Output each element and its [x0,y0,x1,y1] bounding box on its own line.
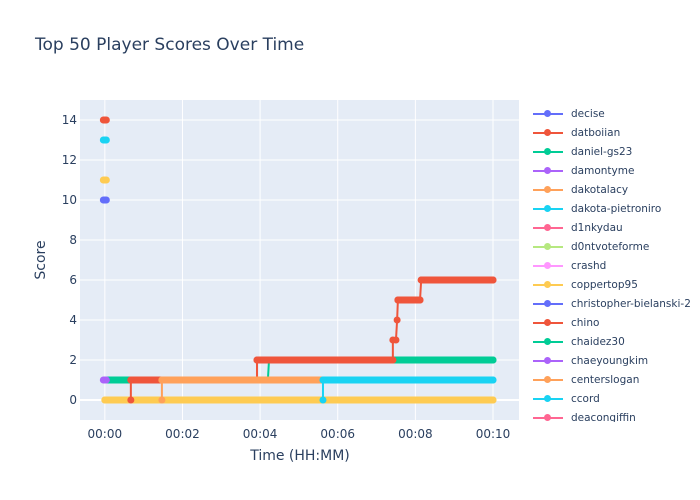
data-point [489,276,497,284]
legend-line-marker-icon [533,394,563,404]
legend-line-marker-icon [533,299,563,309]
y-tick-label: 8 [69,233,77,247]
x-tick-label: 00:06 [320,427,355,441]
legend-label: christopher-bielanski-2 [571,297,691,310]
data-point [489,396,497,404]
legend-label: chaeyoungkim [571,354,649,367]
legend-line-marker-icon [533,375,563,385]
data-point [158,396,166,404]
x-tick-label: 00:04 [243,427,278,441]
x-tick-label: 00:00 [88,427,123,441]
legend-item[interactable]: dakotalacy [530,180,700,199]
legend-line-marker-icon [533,413,563,423]
legend-line-marker-icon [533,109,563,119]
y-tick-label: 6 [69,273,77,287]
y-tick-label: 14 [62,113,77,127]
legend-line-marker-icon [533,318,563,328]
data-point [389,356,397,364]
legend-item[interactable]: datboiian [530,123,700,142]
series-coppertop95 [101,396,497,404]
legend-item[interactable]: centerslogan [530,370,700,389]
series-ccord [319,376,497,404]
legend-line-marker-icon [533,147,563,157]
data-point [319,376,327,384]
data-point [253,356,261,364]
legend-label: chaidez30 [571,335,625,348]
legend-label: ccord [571,392,600,405]
data-point [101,396,109,404]
legend-line-marker-icon [533,337,563,347]
legend-item[interactable]: chaidez30 [530,332,700,351]
data-point [127,376,135,384]
x-tick-label: 00:02 [165,427,200,441]
x-tick-label: 00:10 [476,427,511,441]
data-point [394,296,402,304]
legend-line-marker-icon [533,185,563,195]
legend-label: daniel-gs23 [571,145,633,158]
legend-item[interactable]: decise [530,104,700,123]
data-point [416,296,424,304]
data-point [319,396,327,404]
y-tick-label: 2 [69,353,77,367]
data-point [127,396,135,404]
legend-item[interactable]: crashd [530,256,700,275]
legend-label: chino [571,316,600,329]
legend-item[interactable]: dakota-pietroniro [530,199,700,218]
legend[interactable]: decise datboiian daniel-gs23 damontyme dakot… [530,104,700,422]
legend-label: datboiian [571,126,621,139]
legend-line-marker-icon [533,242,563,252]
legend-item[interactable]: ccord [530,389,700,408]
y-tick-label: 4 [69,313,77,327]
legend-item[interactable]: damontyme [530,161,700,180]
y-tick-label: 12 [62,153,77,167]
legend-label: crashd [571,259,607,272]
legend-item[interactable]: chaeyoungkim [530,351,700,370]
legend-label: d0ntvoteforme [571,240,650,253]
legend-item[interactable]: coppertop95 [530,275,700,294]
chart-title: Top 50 Player Scores Over Time [34,35,304,55]
legend-item[interactable]: christopher-bielanski-2 [530,294,700,313]
legend-label: d1nkydau [571,221,623,234]
x-tick-label: 00:08 [398,427,433,441]
legend-label: dakotalacy [571,183,629,196]
legend-label: deacongiffin [571,411,636,423]
data-point [158,376,166,384]
legend-label: damontyme [571,164,635,177]
legend-item[interactable]: d1nkydau [530,218,700,237]
legend-line-marker-icon [533,356,563,366]
legend-item[interactable]: daniel-gs23 [530,142,700,161]
x-axis-label: Time (HH:MM) [249,448,350,464]
y-axis-label: Score [33,240,49,279]
legend-label: centerslogan [571,373,640,386]
plot-area[interactable] [80,100,519,420]
legend-line-marker-icon [533,223,563,233]
legend-line-marker-icon [533,204,563,214]
legend-label: coppertop95 [571,278,638,291]
y-tick-label: 0 [69,393,77,407]
legend-item[interactable]: chino [530,313,700,332]
legend-item[interactable]: deacongiffin [530,408,700,422]
data-point [393,316,401,324]
y-tick-label: 10 [62,193,77,207]
data-point [489,356,497,364]
legend-line-marker-icon [533,128,563,138]
legend-item[interactable]: d0ntvoteforme [530,237,700,256]
legend-line-marker-icon [533,261,563,271]
data-point [392,336,400,344]
legend-line-marker-icon [533,166,563,176]
data-point [417,276,425,284]
legend-line-marker-icon [533,280,563,290]
legend-label: dakota-pietroniro [571,202,662,215]
legend-label: decise [571,107,605,120]
data-point [489,376,497,384]
